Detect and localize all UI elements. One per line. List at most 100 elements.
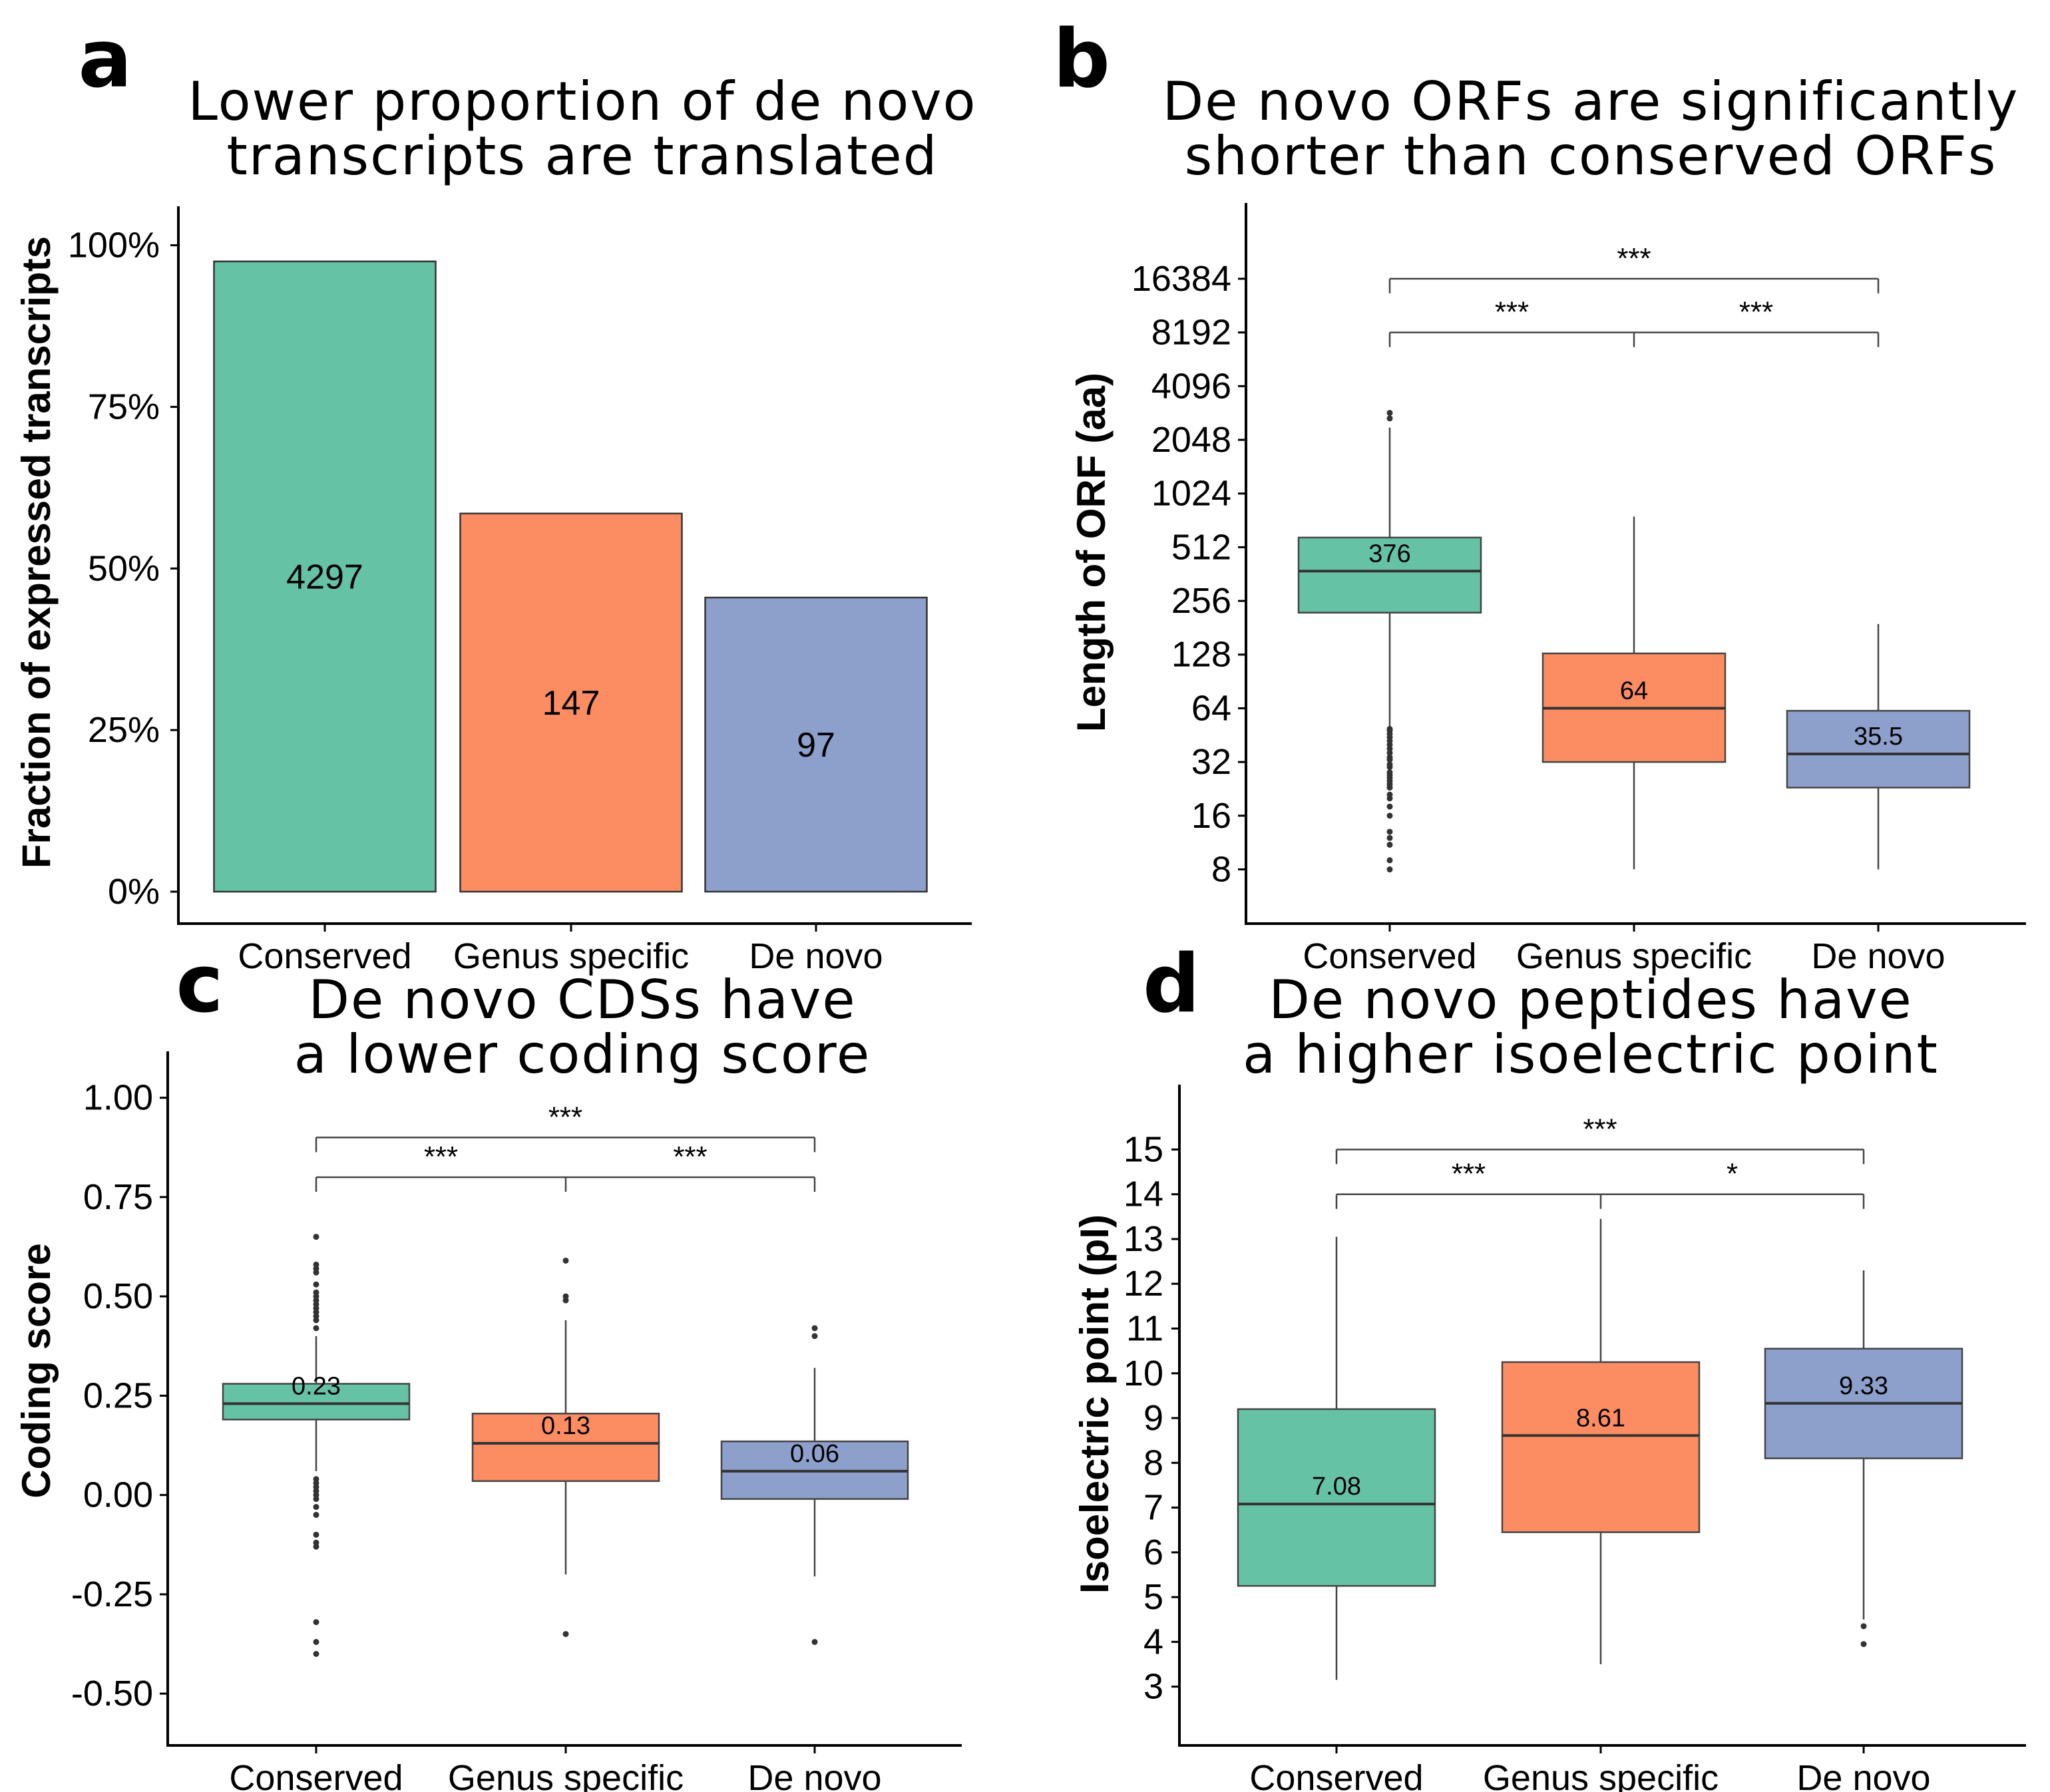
x-tick-label: De novo bbox=[1811, 936, 1945, 976]
y-tick-label: 0.00 bbox=[83, 1475, 153, 1515]
outlier-point bbox=[1386, 812, 1393, 819]
significance-label: *** bbox=[1495, 296, 1529, 329]
outlier-point bbox=[1386, 749, 1393, 756]
significance-bracket: *** bbox=[1335, 1113, 1865, 1165]
y-axis-label: Coding score bbox=[14, 1243, 59, 1498]
outlier-point bbox=[811, 1333, 818, 1340]
y-tick-label: 75% bbox=[88, 387, 160, 427]
outlier-point bbox=[313, 1234, 319, 1240]
significance-bracket: *** * bbox=[1335, 1158, 1865, 1209]
box-iqr bbox=[1297, 536, 1482, 614]
significance-bracket: *** *** bbox=[315, 1141, 816, 1192]
y-tick-label: 5 bbox=[1143, 1577, 1163, 1617]
boxplot-conserved: 376 bbox=[1297, 409, 1482, 873]
panel-letter: c bbox=[176, 938, 223, 1031]
box-iqr bbox=[1237, 1408, 1436, 1587]
boxplot-genus-specific: 64 bbox=[1541, 516, 1727, 870]
significance-label: *** bbox=[673, 1141, 707, 1173]
y-tick-label: 0.25 bbox=[83, 1375, 153, 1415]
x-tick-label: Genus specific bbox=[448, 1758, 684, 1792]
outlier-point bbox=[1386, 866, 1393, 873]
outlier-point bbox=[1860, 1623, 1867, 1630]
y-tick-label: 100% bbox=[68, 226, 160, 266]
x-tick-label: Conserved bbox=[229, 1758, 403, 1792]
y-tick-label: 1024 bbox=[1151, 474, 1231, 514]
box-iqr bbox=[1501, 1361, 1701, 1533]
x-tick-label: Genus specific bbox=[453, 936, 689, 976]
median-label: 9.33 bbox=[1839, 1372, 1888, 1400]
outlier-point bbox=[811, 1325, 818, 1332]
outlier-point bbox=[313, 1289, 319, 1296]
bar-genus-specific bbox=[459, 512, 683, 893]
outlier-point bbox=[1386, 769, 1393, 776]
chart-title-line: De novo ORFs are significantly bbox=[1163, 71, 2019, 132]
y-tick-label: 0% bbox=[108, 872, 160, 912]
x-tick-label: Conserved bbox=[238, 936, 411, 976]
y-tick-label: 14 bbox=[1124, 1174, 1163, 1214]
boxplot-conserved: 7.08 bbox=[1237, 1236, 1436, 1680]
panel-letter: b bbox=[1053, 13, 1110, 106]
y-tick-label: 8 bbox=[1211, 850, 1231, 890]
outlier-point bbox=[1386, 754, 1393, 761]
y-tick-label: 0.75 bbox=[83, 1177, 153, 1217]
outlier-point bbox=[1860, 1641, 1867, 1648]
chart-title-line: Lower proportion of de novo bbox=[188, 71, 976, 132]
y-tick-label: 12 bbox=[1124, 1264, 1163, 1304]
box-iqr bbox=[1786, 709, 1971, 789]
outlier-point bbox=[313, 1512, 319, 1519]
outlier-point bbox=[562, 1293, 569, 1300]
chart-title-line: a lower coding score bbox=[294, 1023, 871, 1085]
outlier-point bbox=[1386, 857, 1393, 864]
y-tick-label: 256 bbox=[1171, 581, 1231, 621]
outlier-point bbox=[1386, 415, 1393, 422]
outlier-point bbox=[313, 1619, 319, 1626]
chart-title-line: transcripts are translated bbox=[226, 125, 938, 187]
chart-title-line: shorter than conserved ORFs bbox=[1185, 125, 1997, 187]
x-tick-label: Genus specific bbox=[1516, 936, 1752, 976]
median-label: 0.06 bbox=[790, 1440, 839, 1468]
y-axis-label: Length of ORF (aa) bbox=[1069, 373, 1114, 732]
significance-label: *** bbox=[424, 1141, 458, 1173]
significance-label: *** bbox=[548, 1101, 582, 1133]
outlier-point bbox=[1386, 761, 1393, 768]
boxplot-genus-specific: 8.61 bbox=[1501, 1218, 1701, 1665]
bar-conserved bbox=[213, 260, 437, 893]
y-tick-label: 4096 bbox=[1151, 366, 1231, 406]
chart-title-line: a higher isoelectric point bbox=[1243, 1023, 1939, 1085]
y-tick-label: 64 bbox=[1191, 688, 1231, 728]
outlier-point bbox=[811, 1639, 818, 1646]
y-tick-label: 0.50 bbox=[83, 1276, 153, 1316]
x-tick-label: De novo bbox=[1796, 1758, 1930, 1792]
panel-letter: d bbox=[1143, 938, 1200, 1031]
significance-bracket: *** bbox=[1388, 242, 1880, 293]
bar-count-label: 147 bbox=[542, 684, 600, 723]
significance-bracket: *** *** bbox=[1388, 296, 1880, 347]
outlier-point bbox=[313, 1650, 319, 1657]
y-tick-label: 9 bbox=[1143, 1398, 1163, 1438]
y-tick-label: 25% bbox=[88, 710, 160, 750]
panel-a: a Lower proportion of de novotranscripts … bbox=[14, 13, 976, 976]
box-iqr bbox=[471, 1413, 660, 1483]
y-tick-label: 10 bbox=[1124, 1353, 1163, 1393]
outlier-point bbox=[313, 1325, 319, 1332]
y-tick-label: 15 bbox=[1124, 1129, 1163, 1169]
y-tick-label: 8 bbox=[1143, 1443, 1163, 1483]
outlier-point bbox=[1386, 803, 1393, 810]
x-tick-label: Conserved bbox=[1303, 936, 1476, 976]
boxplot-de-novo: 0.06 bbox=[720, 1325, 909, 1646]
y-tick-label: 128 bbox=[1171, 635, 1231, 675]
boxplot-conserved: 0.23 bbox=[222, 1234, 411, 1657]
y-tick-label: 32 bbox=[1191, 742, 1231, 782]
panel-letter: a bbox=[79, 13, 132, 106]
bar-count-label: 4297 bbox=[286, 558, 363, 596]
outlier-point bbox=[562, 1257, 569, 1264]
x-tick-label: Genus specific bbox=[1483, 1758, 1719, 1792]
y-tick-label: 7 bbox=[1143, 1488, 1163, 1528]
median-label: 376 bbox=[1368, 540, 1410, 568]
outlier-point bbox=[313, 1476, 319, 1483]
boxplot-genus-specific: 0.13 bbox=[471, 1257, 660, 1638]
outlier-point bbox=[313, 1539, 319, 1546]
median-label: 0.23 bbox=[292, 1372, 341, 1400]
outlier-point bbox=[1386, 828, 1393, 835]
